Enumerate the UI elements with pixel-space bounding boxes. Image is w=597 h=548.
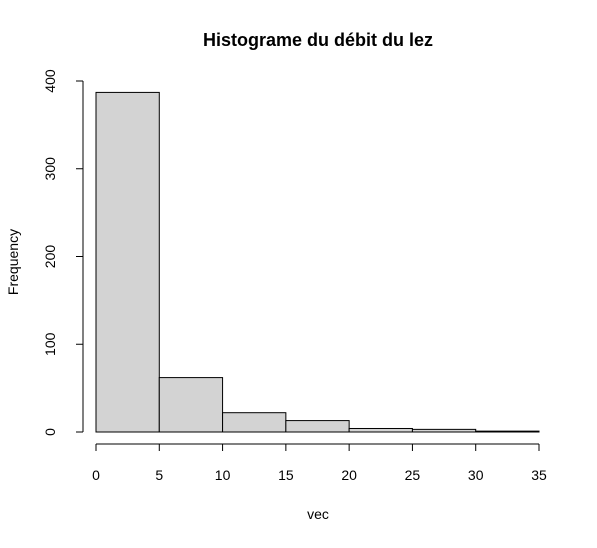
x-tick-label: 10 — [215, 467, 231, 483]
x-tick-label: 20 — [341, 467, 357, 483]
y-tick-label: 300 — [42, 157, 58, 181]
x-tick-label: 30 — [468, 467, 484, 483]
bars-layer — [95, 91, 540, 433]
x-axis-label: vec — [307, 506, 329, 522]
chart-title: Histograme du débit du lez — [203, 30, 433, 50]
histogram-bar — [475, 430, 540, 433]
x-tick-label: 35 — [531, 467, 547, 483]
y-tick-label: 100 — [42, 332, 58, 356]
y-axis-label: Frequency — [5, 229, 21, 295]
histogram-bar — [411, 428, 477, 433]
histogram-bar — [348, 427, 413, 433]
x-tick-label: 25 — [405, 467, 421, 483]
x-tick-label: 15 — [278, 467, 294, 483]
x-tick-label: 0 — [92, 467, 100, 483]
histogram-bar — [158, 377, 224, 433]
y-axis: 0 100 200 300 400 — [42, 69, 84, 436]
histogram-bar — [95, 91, 160, 433]
x-axis: 0 5 10 15 20 25 30 35 — [92, 443, 547, 483]
x-tick-label: 5 — [155, 467, 163, 483]
y-tick-label: 400 — [42, 69, 58, 93]
y-tick-label: 0 — [42, 428, 58, 436]
histogram-bar — [222, 412, 287, 433]
histogram-bar — [285, 420, 350, 433]
y-tick-label: 200 — [42, 245, 58, 269]
